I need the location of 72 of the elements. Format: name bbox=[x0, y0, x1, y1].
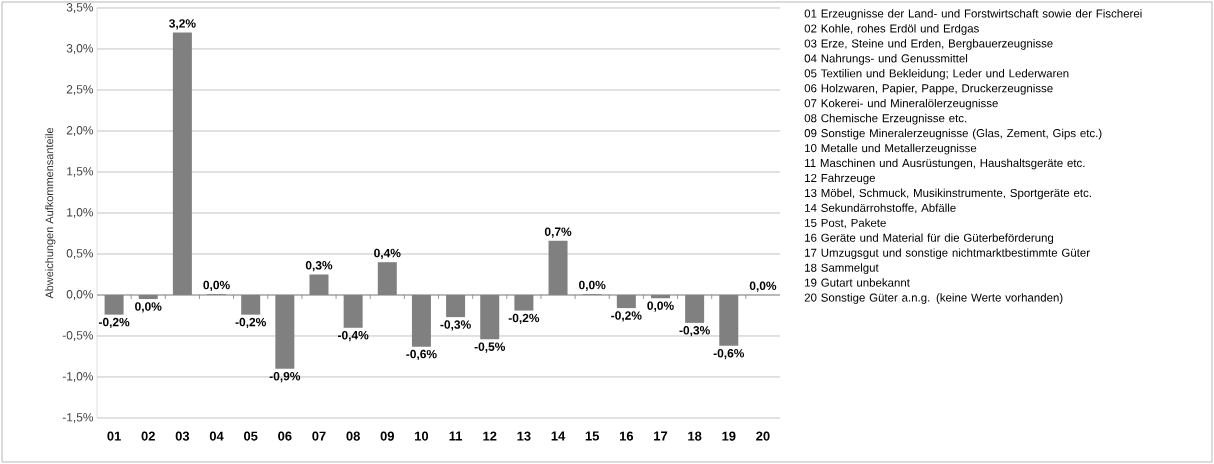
y-tick-label: 0,0% bbox=[66, 290, 94, 300]
y-tick-label: 1,0% bbox=[67, 208, 94, 218]
text: 20 Sonstige Güter a.n.g. (keine Werte vorhanden) bbox=[804, 293, 1063, 304]
data-label: 3,2% bbox=[169, 19, 196, 30]
text: 06 Holzwaren, Papier, Pappe, Druckerzeugnisse bbox=[804, 83, 1053, 95]
data-label: -0,5% bbox=[474, 342, 506, 353]
x-tick-label: 19 bbox=[722, 431, 736, 441]
text: 18 Sammelgut bbox=[805, 263, 879, 274]
text: 13 Möbel, Schmuck, Musikinstrumente, Sportgeräte etc. bbox=[805, 188, 1091, 200]
text: 02 Kohle, rohes Erdöl und Erdgas bbox=[804, 24, 979, 35]
data-label: -0,3% bbox=[679, 326, 710, 337]
data-label: -0,9% bbox=[269, 371, 301, 383]
y-tick-label: 2,5% bbox=[66, 85, 94, 95]
data-label: 0,4% bbox=[374, 248, 401, 259]
text: 17 Umzugsgut und sonstige nichtmarktbestimmte Güter bbox=[805, 248, 1090, 260]
x-tick-label: 10 bbox=[415, 431, 429, 441]
x-tick-label: 17 bbox=[654, 431, 668, 441]
text: 09 Sonstige Mineralerzeugnisse (Glas, Zement, Gips etc.) bbox=[804, 128, 1102, 140]
text: 05 Textilien und Bekleidung; Leder und Lederwaren bbox=[804, 68, 1069, 80]
data-label: -0,6% bbox=[713, 349, 745, 360]
data-label: -0,2% bbox=[235, 317, 266, 329]
text: 04 Nahrungs- und Genussmittel bbox=[804, 54, 968, 65]
x-tick-label: 14 bbox=[551, 431, 566, 441]
y-tick-label: -1,0% bbox=[62, 372, 94, 382]
text: 14 Sekundärrohstoffe, Abfälle bbox=[805, 203, 956, 214]
x-tick-label: 20 bbox=[756, 431, 770, 441]
x-tick-label: 01 bbox=[107, 431, 121, 441]
x-tick-label: 05 bbox=[244, 431, 258, 441]
data-label: 0,0% bbox=[135, 302, 162, 313]
data-label: 0,0% bbox=[647, 301, 674, 312]
text: 11 Maschinen und Ausrüstungen, Haushaltsgeräte etc. bbox=[805, 158, 1085, 170]
y-tick-label: 3,5% bbox=[66, 3, 94, 13]
x-tick-label: 13 bbox=[517, 431, 531, 441]
data-label: 0,0% bbox=[749, 281, 777, 292]
text: 03 Erze, Steine und Erden, Bergbauerzeugnisse bbox=[804, 39, 1053, 50]
data-label: 0,7% bbox=[544, 227, 572, 238]
data-label: -0,2% bbox=[508, 313, 540, 324]
data-label: -0,6% bbox=[406, 349, 437, 361]
x-tick-label: 08 bbox=[346, 431, 360, 441]
x-tick-label: 12 bbox=[483, 431, 497, 441]
y-tick-label: 2,0% bbox=[66, 126, 94, 136]
y-tick-label: 1,5% bbox=[67, 167, 94, 177]
text: 15 Post, Pakete bbox=[805, 218, 886, 229]
x-tick-label: 02 bbox=[141, 431, 155, 441]
x-tick-label: 07 bbox=[312, 431, 326, 441]
text: 08 Chemische Erzeugnisse etc. bbox=[804, 113, 967, 125]
text: 01 Erzeugnisse der Land- und Forstwirtschaft sowie der Fischerei bbox=[804, 9, 1142, 20]
x-tick-label: 09 bbox=[380, 431, 394, 441]
x-tick-label: 11 bbox=[449, 431, 463, 441]
x-tick-label: 15 bbox=[585, 431, 600, 441]
data-label: -0,4% bbox=[337, 330, 369, 342]
data-label: 0,3% bbox=[305, 261, 333, 272]
x-tick-label: 03 bbox=[175, 431, 190, 441]
x-tick-label: 04 bbox=[209, 431, 224, 441]
data-label: -0,2% bbox=[98, 317, 130, 329]
y-tick-label: 3,0% bbox=[66, 44, 94, 54]
x-tick-label: 16 bbox=[619, 431, 634, 441]
text: 19 Gutart unbekannt bbox=[805, 278, 910, 287]
text: 16 Geräte und Material für die Güterbeförderung bbox=[805, 233, 1054, 245]
text: 10 Metalle und Metallerzeugnisse bbox=[805, 143, 977, 155]
text: 12 Fahrzeuge bbox=[805, 173, 876, 185]
y-tick-label: 0,5% bbox=[66, 249, 94, 259]
data-label: -0,3% bbox=[440, 320, 471, 331]
y-tick-label: -1,5% bbox=[62, 413, 94, 423]
text: 07 Kokerei- und Mineralölerzeugnisse bbox=[804, 98, 998, 110]
y-axis-title: Abweichungen Aufkommensanteile bbox=[45, 127, 56, 299]
x-tick-label: 06 bbox=[278, 431, 292, 441]
data-label: -0,2% bbox=[611, 311, 642, 322]
data-label: 0,0% bbox=[579, 280, 606, 291]
data-label: 0,0% bbox=[203, 280, 230, 291]
x-tick-label: 18 bbox=[688, 431, 702, 441]
y-tick-label: -0,5% bbox=[62, 331, 94, 341]
